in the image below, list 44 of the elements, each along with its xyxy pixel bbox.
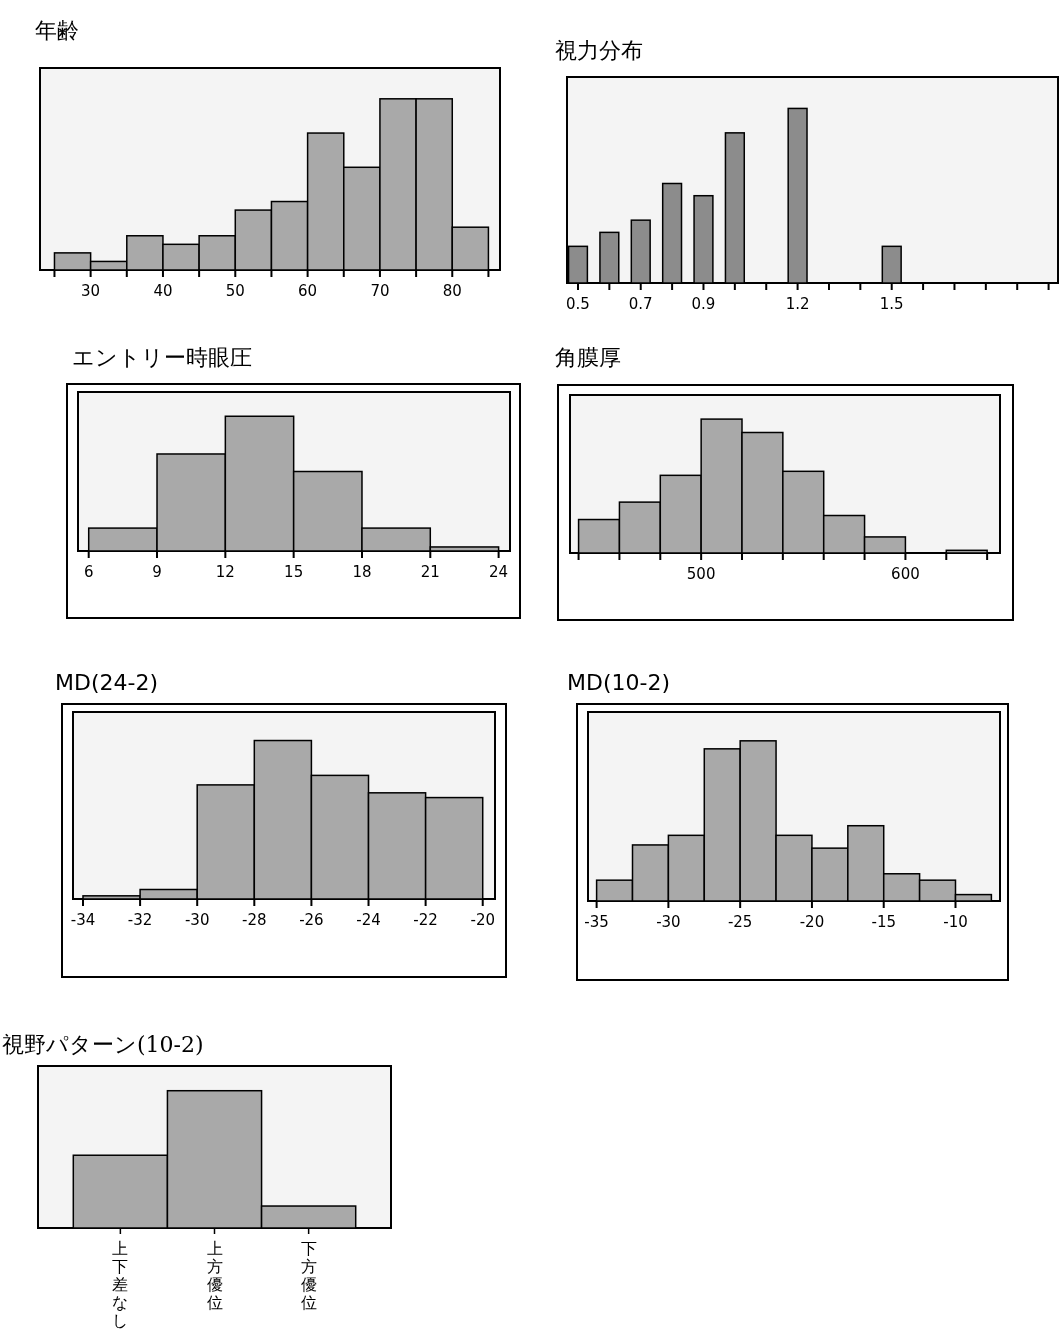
x-tick-label: 60 xyxy=(298,282,318,300)
x-tick-label: 1.5 xyxy=(879,295,904,313)
chart-title: MD(24-2) xyxy=(55,670,159,695)
x-tick-label: 0.9 xyxy=(691,295,716,313)
x-tick-label: 50 xyxy=(225,282,245,300)
x-tick-label: -28 xyxy=(242,911,267,929)
chart-title: エントリー時眼圧 xyxy=(72,345,252,370)
x-tick-label: 24 xyxy=(489,563,509,581)
chart-title: MD(10-2) xyxy=(567,670,671,695)
x-tick-label: -22 xyxy=(413,911,438,929)
x-tick-label: 30 xyxy=(81,282,101,300)
x-tick-label: -25 xyxy=(727,913,753,931)
x-tick-label: 6 xyxy=(83,563,94,581)
x-tick-label: 21 xyxy=(420,563,440,581)
x-tick-label: 18 xyxy=(352,563,372,581)
x-tick-label: -20 xyxy=(470,911,495,929)
x-tick-label: 1.2 xyxy=(785,295,810,313)
x-tick-label: 40 xyxy=(153,282,173,300)
x-tick-label: 上方優位 xyxy=(206,1239,223,1312)
x-tick-label: 9 xyxy=(152,563,162,581)
x-tick-label: -30 xyxy=(184,911,210,929)
x-tick-label: -26 xyxy=(299,911,324,929)
chart-title: 視力分布 xyxy=(555,38,643,63)
x-tick-label: -35 xyxy=(584,913,609,931)
x-tick-label: 80 xyxy=(442,282,462,300)
x-tick-label: 12 xyxy=(215,563,235,581)
x-tick-label: -24 xyxy=(356,911,381,929)
x-tick-label: -34 xyxy=(70,911,96,929)
x-tick-label: -20 xyxy=(799,913,825,931)
x-tick-label: -32 xyxy=(127,911,153,929)
chart-title: 視野パターン(10-2) xyxy=(2,1032,204,1057)
chart-title: 年齢 xyxy=(35,18,79,43)
x-tick-label: -10 xyxy=(943,913,968,931)
x-tick-label: 70 xyxy=(370,282,390,300)
x-tick-label: 600 xyxy=(891,565,920,583)
x-tick-label: -15 xyxy=(871,913,896,931)
chart-title: 角膜厚 xyxy=(555,345,621,370)
x-tick-label: 0.5 xyxy=(566,295,590,313)
x-tick-label: 500 xyxy=(686,565,716,583)
x-tick-label: 0.7 xyxy=(628,295,653,313)
x-tick-label: 上下差なし xyxy=(112,1239,129,1330)
x-tick-label: -30 xyxy=(656,913,681,931)
x-tick-label: 下方優位 xyxy=(300,1239,317,1312)
x-tick-label: 15 xyxy=(284,563,304,581)
